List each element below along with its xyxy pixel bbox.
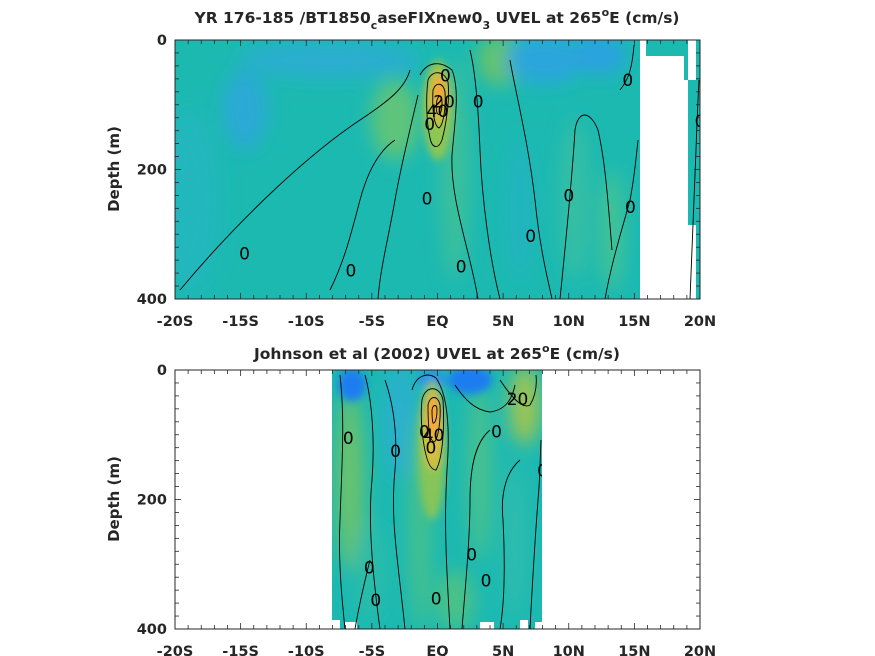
contour-label: 20 — [433, 93, 455, 113]
x-tick-label: 20N — [684, 314, 716, 330]
contour-label: 40 — [423, 426, 445, 446]
x-tick-label: -10S — [288, 644, 325, 656]
contour-label: 0 — [431, 590, 442, 610]
contour-label: 0 — [343, 429, 354, 449]
contour-label: 0 — [491, 423, 502, 443]
x-tick-label: 10N — [553, 314, 585, 330]
x-tick-label: -5S — [359, 314, 386, 330]
contour-label: 0 — [481, 571, 492, 591]
x-tick-label: 10N — [553, 644, 585, 656]
x-tick-label: 5N — [492, 314, 514, 330]
contour-label: 0 — [364, 558, 375, 578]
contour-label: 0 — [419, 423, 430, 443]
x-tick-label: -20S — [157, 644, 194, 656]
x-tick-label: EQ — [426, 644, 448, 656]
contour-label: 0 — [345, 262, 356, 282]
contour-label: 0 — [456, 258, 467, 278]
x-tick-label: EQ — [426, 314, 448, 330]
x-tick-label: 15N — [618, 314, 650, 330]
panel-2-ylabel: Depth (m) — [105, 456, 123, 542]
y-tick-label: 200 — [137, 493, 167, 509]
panel-1: YR 176-185 /BT1850caseFIXnew03 UVEL at 2… — [105, 6, 716, 330]
contour-label: 0 — [563, 186, 574, 206]
contour-label: 0 — [440, 67, 451, 87]
contour-label: 0 — [622, 71, 633, 91]
x-tick-label: -15S — [222, 314, 259, 330]
contour-label: 0 — [525, 227, 536, 247]
contour-label: 0 — [426, 439, 437, 459]
contour-label: 0 — [695, 112, 706, 132]
panel-1-title: YR 176-185 /BT1850caseFIXnew03 UVEL at 2… — [193, 6, 679, 32]
contour-label: 0 — [625, 198, 636, 218]
y-tick-label: 0 — [157, 33, 167, 49]
x-tick-label: 5N — [492, 644, 514, 656]
contour-label: 0 — [537, 461, 548, 481]
x-tick-label: -15S — [222, 644, 259, 656]
contour-label: 0 — [422, 190, 433, 210]
y-tick-label: 400 — [137, 622, 167, 638]
contour-label: 0 — [473, 93, 484, 113]
panel-1-ylabel: Depth (m) — [105, 126, 123, 212]
contour-label: 20 — [507, 390, 529, 410]
contour-label: 0 — [466, 546, 477, 566]
x-tick-label: 15N — [618, 644, 650, 656]
panel-2-title: Johnson et al (2002) UVEL at 265oE (cm/s… — [253, 342, 620, 363]
panel-2: Johnson et al (2002) UVEL at 265oE (cm/s… — [105, 342, 716, 656]
x-tick-label: -20S — [157, 314, 194, 330]
x-tick-label: -5S — [359, 644, 386, 656]
contour-label: 0 — [390, 442, 401, 462]
x-tick-label: 20N — [684, 644, 716, 656]
contour-label: 0 — [424, 115, 435, 135]
x-tick-label: -10S — [288, 314, 325, 330]
contour-label: 0 — [239, 245, 250, 265]
y-tick-label: 200 — [137, 163, 167, 179]
y-tick-label: 0 — [157, 363, 167, 379]
contour-label: 40 — [427, 102, 449, 122]
y-tick-label: 400 — [137, 292, 167, 308]
contour-label: 0 — [370, 591, 381, 611]
